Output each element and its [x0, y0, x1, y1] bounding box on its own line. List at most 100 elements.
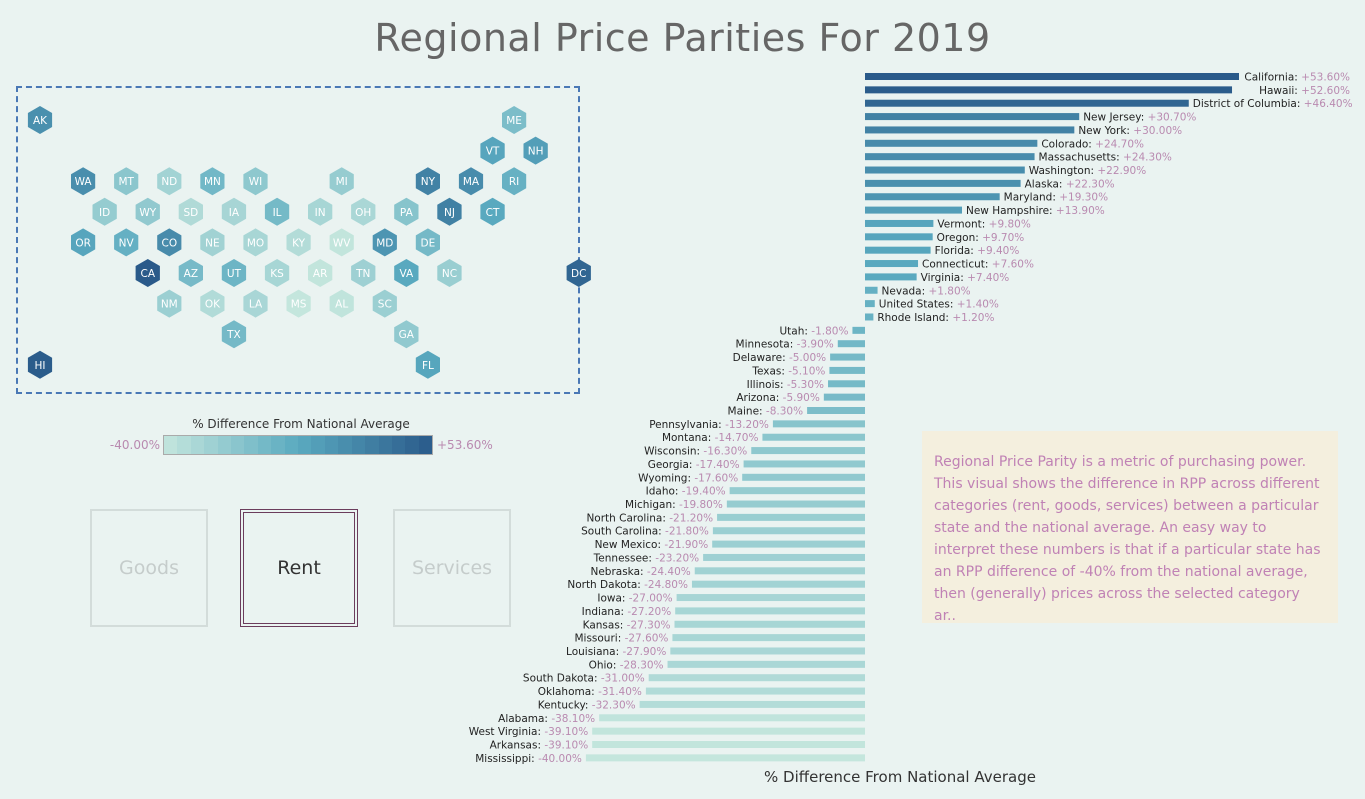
hex-state-wy[interactable]: WY [135, 197, 160, 226]
bar-row[interactable]: Massachusetts: +24.30% [865, 152, 1172, 164]
hex-state-dc[interactable]: DC [566, 259, 591, 287]
bar-row[interactable]: South Dakota: -31.00% [523, 673, 865, 685]
bar-row[interactable]: Idaho: -19.40% [646, 486, 865, 498]
hex-state-tx[interactable]: TX [221, 320, 247, 349]
bar-row[interactable]: California: +53.60% [865, 72, 1350, 84]
hex-state-al[interactable]: AL [329, 289, 354, 318]
bar-row[interactable]: Washington: +22.90% [865, 165, 1146, 177]
hex-state-ga[interactable]: GA [394, 320, 419, 349]
hex-state-mi[interactable]: MI [329, 167, 354, 196]
hex-state-va[interactable]: VA [394, 259, 419, 287]
bar-row[interactable]: Kentucky: -32.30% [538, 699, 865, 711]
hex-state-wi[interactable]: WI [243, 167, 268, 196]
hex-state-ia[interactable]: IA [221, 197, 247, 226]
bar-row[interactable]: Arizona: -5.90% [736, 392, 865, 404]
hex-state-oh[interactable]: OH [351, 197, 376, 226]
hex-state-sd[interactable]: SD [178, 197, 203, 226]
bar-row[interactable]: New Mexico: -21.90% [595, 539, 865, 551]
bar-row[interactable]: Georgia: -17.40% [648, 459, 865, 471]
bar-row[interactable]: Wyoming: -17.60% [638, 472, 865, 484]
bar-row[interactable]: Alabama: -38.10% [498, 713, 865, 725]
hex-state-nj[interactable]: NJ [437, 197, 462, 226]
hex-state-nd[interactable]: ND [157, 167, 182, 196]
hex-state-de[interactable]: DE [415, 228, 440, 257]
bar-row[interactable]: New Jersey: +30.70% [865, 112, 1196, 124]
hex-state-ne[interactable]: NE [200, 228, 225, 257]
bar-row[interactable]: Wisconsin: -16.30% [644, 446, 865, 458]
hex-state-id[interactable]: ID [92, 197, 117, 226]
hex-state-co[interactable]: CO [157, 228, 182, 257]
bar-row[interactable]: Oklahoma: -31.40% [538, 686, 865, 698]
hex-state-ar[interactable]: AR [308, 259, 333, 287]
hex-state-nc[interactable]: NC [437, 259, 462, 287]
hex-state-ak[interactable]: AK [27, 106, 53, 134]
bar-row[interactable]: Indiana: -27.20% [582, 606, 865, 618]
bar-row[interactable]: United States: +1.40% [865, 299, 999, 311]
hex-state-or[interactable]: OR [71, 228, 96, 257]
bar-row[interactable]: West Virginia: -39.10% [469, 726, 865, 738]
bar-row[interactable]: Missouri: -27.60% [574, 633, 865, 645]
hex-state-il[interactable]: IL [264, 197, 290, 226]
bar-row[interactable]: Colorado: +24.70% [865, 138, 1144, 150]
bar-row[interactable]: Vermont: +9.80% [865, 218, 1031, 230]
bar-row[interactable]: New Hampshire: +13.90% [865, 205, 1105, 217]
hex-state-sc[interactable]: SC [372, 289, 397, 318]
hex-state-ca[interactable]: CA [135, 259, 160, 287]
bar-row[interactable]: Utah: -1.80% [780, 325, 865, 337]
hex-state-ny[interactable]: NY [415, 167, 440, 196]
hex-state-la[interactable]: LA [243, 289, 268, 318]
bar-row[interactable]: District of Columbia: +46.40% [865, 98, 1353, 110]
bar-row[interactable]: North Dakota: -24.80% [567, 579, 865, 591]
bar-row[interactable]: Michigan: -19.80% [625, 499, 865, 511]
hex-state-mn[interactable]: MN [200, 167, 225, 196]
bar-row[interactable]: Hawaii: +52.60% [865, 85, 1350, 97]
bar-row[interactable]: Pennsylvania: -13.20% [649, 419, 865, 431]
bar-row[interactable]: Maine: -8.30% [728, 406, 865, 418]
bar-row[interactable]: Maryland: +19.30% [865, 192, 1108, 204]
hex-state-mt[interactable]: MT [114, 167, 139, 196]
bar-row[interactable]: South Carolina: -21.80% [581, 526, 865, 538]
bar-row[interactable]: Minnesota: -3.90% [736, 339, 865, 351]
hex-state-ct[interactable]: CT [480, 197, 505, 226]
hex-state-tn[interactable]: TN [351, 259, 376, 287]
bar-row[interactable]: Ohio: -28.30% [589, 659, 865, 671]
hex-state-az[interactable]: AZ [178, 259, 203, 287]
hex-state-in[interactable]: IN [308, 197, 333, 226]
bar-row[interactable]: Louisiana: -27.90% [566, 646, 865, 658]
bar-row[interactable]: Oregon: +9.70% [865, 232, 1024, 244]
bar-row[interactable]: Texas: -5.10% [751, 365, 865, 377]
hex-state-hi[interactable]: HI [27, 350, 53, 379]
services-button[interactable]: Services [393, 509, 511, 627]
bar-row[interactable]: Arkansas: -39.10% [490, 740, 865, 752]
hex-state-ky[interactable]: KY [286, 228, 311, 257]
bar-row[interactable]: Mississippi: -40.00% [475, 753, 865, 765]
hex-state-me[interactable]: ME [502, 106, 527, 134]
bar-row[interactable]: Tennessee: -23.20% [593, 552, 865, 564]
bar-row[interactable]: Nevada: +1.80% [865, 285, 971, 297]
hex-state-ma[interactable]: MA [458, 167, 484, 196]
hex-state-ut[interactable]: UT [221, 259, 247, 287]
hex-state-wa[interactable]: WA [71, 167, 96, 196]
bar-row[interactable]: Illinois: -5.30% [747, 379, 865, 391]
hex-state-mo[interactable]: MO [243, 228, 268, 257]
rent-button[interactable]: Rent [240, 509, 358, 627]
bar-row[interactable]: Iowa: -27.00% [597, 593, 865, 605]
hex-state-md[interactable]: MD [372, 228, 397, 257]
bar-row[interactable]: Nebraska: -24.40% [590, 566, 865, 578]
bar-row[interactable]: Kansas: -27.30% [583, 619, 865, 631]
hex-state-nm[interactable]: NM [157, 289, 182, 318]
hex-state-vt[interactable]: VT [480, 136, 505, 165]
bar-row[interactable]: Delaware: -5.00% [733, 352, 865, 364]
bar-row[interactable]: New York: +30.00% [865, 125, 1182, 137]
hex-state-ks[interactable]: KS [264, 259, 290, 287]
bar-row[interactable]: Rhode Island: +1.20% [865, 312, 995, 324]
bar-row[interactable]: Florida: +9.40% [865, 245, 1019, 257]
hex-state-ok[interactable]: OK [200, 289, 225, 318]
bar-row[interactable]: Virginia: +7.40% [865, 272, 1009, 284]
bar-row[interactable]: Connecticut: +7.60% [865, 259, 1034, 271]
hex-state-nh[interactable]: NH [523, 136, 548, 165]
bar-row[interactable]: Alaska: +22.30% [865, 178, 1115, 190]
hex-state-ms[interactable]: MS [286, 289, 311, 318]
hex-state-wv[interactable]: WV [329, 228, 354, 257]
hex-state-nv[interactable]: NV [114, 228, 139, 257]
